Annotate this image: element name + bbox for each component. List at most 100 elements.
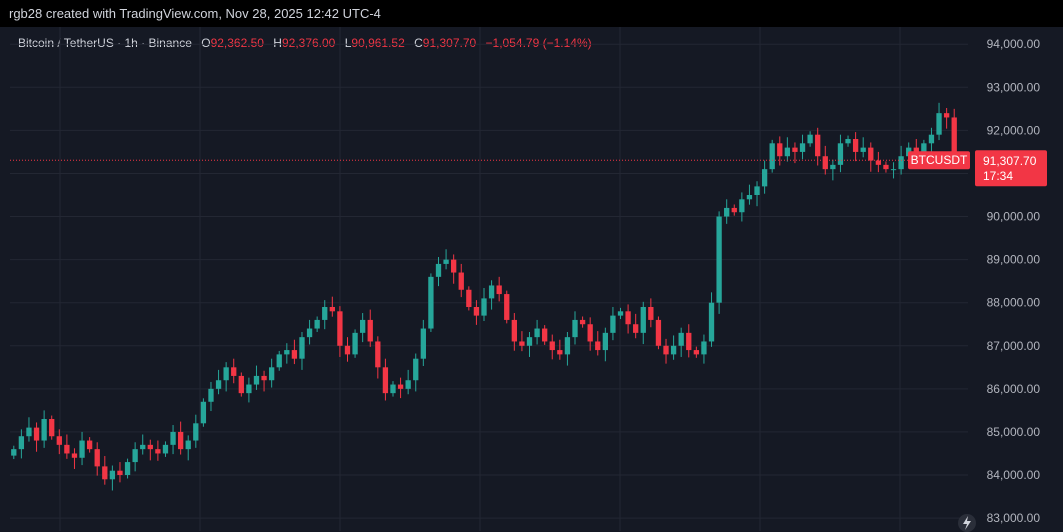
close-label: C [414,36,423,50]
candle-body [852,139,859,152]
candle-body [542,328,548,342]
candle-body [595,341,601,351]
candle-body [655,319,662,346]
candle-body [640,307,646,333]
candle-body [246,384,252,394]
candle-body [587,324,593,342]
candle-body [367,319,373,342]
candle-body [177,431,184,450]
credit-text: rgb28 created with TradingView.com, Nov … [9,6,381,21]
lightning-icon[interactable] [958,514,976,532]
candle-body [102,466,108,480]
candle-body [549,341,555,351]
candle-body [170,431,176,445]
candle-body [56,436,62,445]
candle-body [519,341,525,346]
candle-body [890,169,897,171]
candle-body [193,423,199,441]
candle-body [117,470,123,475]
candle-body [223,367,229,381]
candle-body [451,259,457,273]
candle-body [724,207,730,217]
y-tick-label: 89,000.00 [987,253,1041,267]
candle-body [215,380,222,389]
candle-body [845,139,851,144]
candle-body [86,440,93,450]
candle-body [784,147,791,157]
y-tick-label: 93,000.00 [987,80,1041,94]
candle-body [41,419,47,441]
symbol-label: Bitcoin / TetherUS · 1h · Binance [18,36,192,50]
candle-body [390,384,396,394]
candle-body [420,328,426,359]
candle-body [435,263,442,277]
candle-body [26,427,32,437]
y-tick-label: 90,000.00 [987,210,1041,224]
candle-body [860,147,866,152]
candle-body [352,332,358,355]
candle-body [951,117,957,161]
y-tick-label: 87,000.00 [987,339,1041,353]
candle-body [830,164,836,170]
candle-body [284,350,290,355]
candle-body [94,449,100,467]
candle-body [208,388,214,402]
candle-body [397,384,404,389]
candle-body [147,444,153,450]
y-tick-label: 86,000.00 [987,382,1041,396]
change-value: −1,054.79 (−1.14%) [485,36,592,50]
candle-body [602,332,608,351]
candle-body [238,375,244,394]
candle-body [64,444,70,454]
chart-area[interactable] [0,27,1063,531]
candle-body [693,350,700,355]
candle-body [815,134,821,157]
candle-body [875,160,882,165]
symbol-tag-label: BTCUSDT [911,153,968,167]
price-tag-value: 91,307.70 [983,154,1037,168]
candle-body [883,164,889,170]
candle-body [231,367,237,376]
candle-body [360,319,366,333]
close-value: 91,307.70 [422,36,477,50]
candle-body [200,401,207,424]
candle-body [162,444,169,454]
open-value: 92,362.50 [210,36,264,50]
y-tick-label: 85,000.00 [987,425,1041,439]
candle-body [261,375,267,381]
candle-body [633,324,639,333]
candle-body [837,143,844,165]
candle-body [18,436,25,450]
candle-body [375,341,381,368]
candle-body [754,186,760,195]
candle-body [329,307,335,312]
candle-body [33,427,40,441]
candle-body [678,332,684,346]
candle-body [936,113,942,135]
candle-body [928,134,935,144]
candle-body [822,156,828,170]
candle-body [663,345,669,355]
candle-body [526,337,533,346]
candle-body [731,207,737,213]
candle-body [488,285,495,299]
y-tick-label: 88,000.00 [987,296,1041,310]
y-tick-label: 83,000.00 [987,511,1041,525]
candle-body [405,380,411,389]
candle-body [253,375,260,385]
candle-body [504,294,510,320]
candle-body [276,354,282,368]
candle-body [496,285,502,295]
candle-body [921,143,927,152]
candle-body [746,195,753,200]
candle-body [268,367,275,381]
candle-body [443,259,449,264]
symbol-tag [908,151,970,170]
candle-body [473,307,480,316]
candle-body [481,298,487,316]
candle-body [49,419,55,437]
candle-body [314,319,320,329]
candle-body [322,307,328,320]
candle-body [11,449,17,456]
